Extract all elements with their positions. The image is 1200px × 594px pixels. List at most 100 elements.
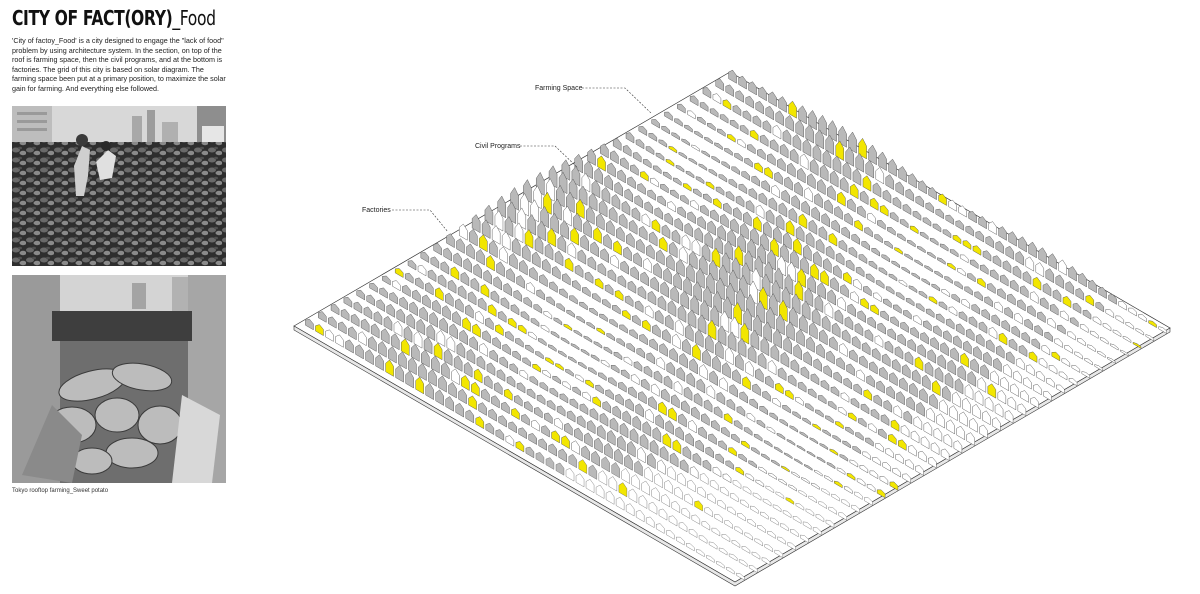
roof-fin: [883, 298, 892, 309]
roof-fin: [770, 517, 779, 526]
roof-fin: [407, 260, 417, 271]
roof-fin: [1092, 316, 1102, 326]
roof-fin: [732, 105, 742, 117]
roof-fin: [723, 202, 732, 215]
roof-fin: [639, 334, 648, 346]
roof-fin: [909, 382, 918, 398]
roof-fin: [680, 195, 689, 205]
roof-fin: [1045, 268, 1055, 284]
roof-fin: [1067, 331, 1076, 341]
roof-fin: [778, 96, 787, 113]
roof-fin: [757, 352, 767, 370]
roof-fin: [917, 245, 926, 254]
roof-fin: [773, 446, 783, 454]
roof-fin: [841, 499, 850, 508]
roof-fin: [654, 310, 664, 325]
farming-panel: [998, 332, 1008, 346]
roof-fin: [770, 344, 780, 362]
roof-fin: [427, 269, 437, 283]
roof-fin: [712, 93, 722, 105]
roof-fin: [813, 358, 822, 372]
roof-fin: [902, 204, 912, 215]
roof-fin: [539, 382, 549, 392]
roof-fin: [737, 513, 746, 522]
roof-fin: [667, 300, 677, 318]
roof-fin: [759, 406, 768, 416]
roof-fin: [631, 207, 641, 222]
roof-fin: [958, 205, 967, 218]
roof-fin: [402, 284, 411, 298]
roof-fin: [548, 344, 557, 352]
roof-fin: [338, 321, 347, 335]
roof-fin: [595, 484, 605, 499]
roof-fin: [659, 446, 669, 462]
roof-fin: [998, 226, 1007, 241]
roof-fin: [920, 436, 930, 450]
farming-panel: [1085, 294, 1095, 307]
farming-panel: [592, 396, 601, 408]
roof-fin: [509, 363, 519, 375]
roof-fin: [704, 231, 714, 249]
roof-fin: [851, 504, 860, 514]
roof-fin: [881, 353, 891, 367]
roof-fin: [521, 244, 531, 263]
roof-fin: [846, 363, 855, 377]
roof-fin: [615, 497, 625, 511]
roof-fin: [662, 171, 672, 181]
roof-fin: [749, 398, 758, 410]
farming-panel: [672, 439, 682, 455]
roof-fin: [685, 170, 695, 179]
roof-fin: [833, 371, 842, 384]
roof-fin: [471, 214, 481, 234]
roof-fin: [526, 282, 535, 295]
roof-fin: [811, 206, 820, 222]
roof-fin: [552, 375, 561, 385]
farming-panel: [1032, 276, 1042, 291]
roof-fin: [786, 439, 796, 446]
roof-fin: [1023, 377, 1032, 390]
roof-fin: [675, 426, 684, 441]
farming-panel: [503, 388, 513, 401]
roof-fin: [623, 356, 633, 367]
roof-fin: [502, 344, 511, 356]
roof-fin: [952, 391, 961, 408]
roof-fin: [630, 266, 639, 281]
isometric-city-diagram: Farming Space Civil Programs Factories: [293, 69, 1171, 587]
farming-panel: [594, 278, 604, 290]
roof-fin: [648, 231, 658, 247]
roof-fin: [812, 527, 822, 536]
roof-fin: [722, 362, 731, 379]
roof-fin: [967, 371, 977, 387]
farming-panel: [479, 234, 488, 253]
roof-fin: [679, 353, 688, 369]
roof-fin: [683, 276, 692, 297]
farming-panel: [705, 181, 715, 191]
roof-fin: [934, 367, 944, 383]
roof-fin: [637, 446, 646, 464]
roof-fin: [632, 315, 641, 327]
roof-fin: [715, 78, 724, 92]
roof-fin: [552, 266, 561, 280]
roof-fin: [610, 254, 619, 269]
farming-panel: [849, 183, 859, 200]
roof-fin: [782, 129, 792, 146]
roof-fin: [875, 167, 885, 185]
roof-fin: [618, 213, 628, 230]
roof-fin: [1022, 271, 1032, 285]
roof-fin: [1008, 231, 1017, 247]
roof-fin: [684, 493, 693, 506]
roof-fin: [584, 432, 593, 448]
roof-fin: [1014, 312, 1023, 325]
roof-fin: [621, 468, 630, 484]
roof-fin: [702, 459, 712, 472]
roof-fin: [1105, 309, 1115, 319]
roof-fin: [1055, 274, 1065, 289]
roof-fin: [865, 437, 874, 447]
roof-fin: [987, 283, 996, 294]
roof-fin: [700, 300, 710, 322]
roof-fin: [680, 290, 690, 310]
roof-fin: [687, 110, 696, 120]
roof-fin: [740, 499, 749, 509]
roof-fin: [631, 474, 640, 490]
roof-fin: [587, 148, 596, 166]
